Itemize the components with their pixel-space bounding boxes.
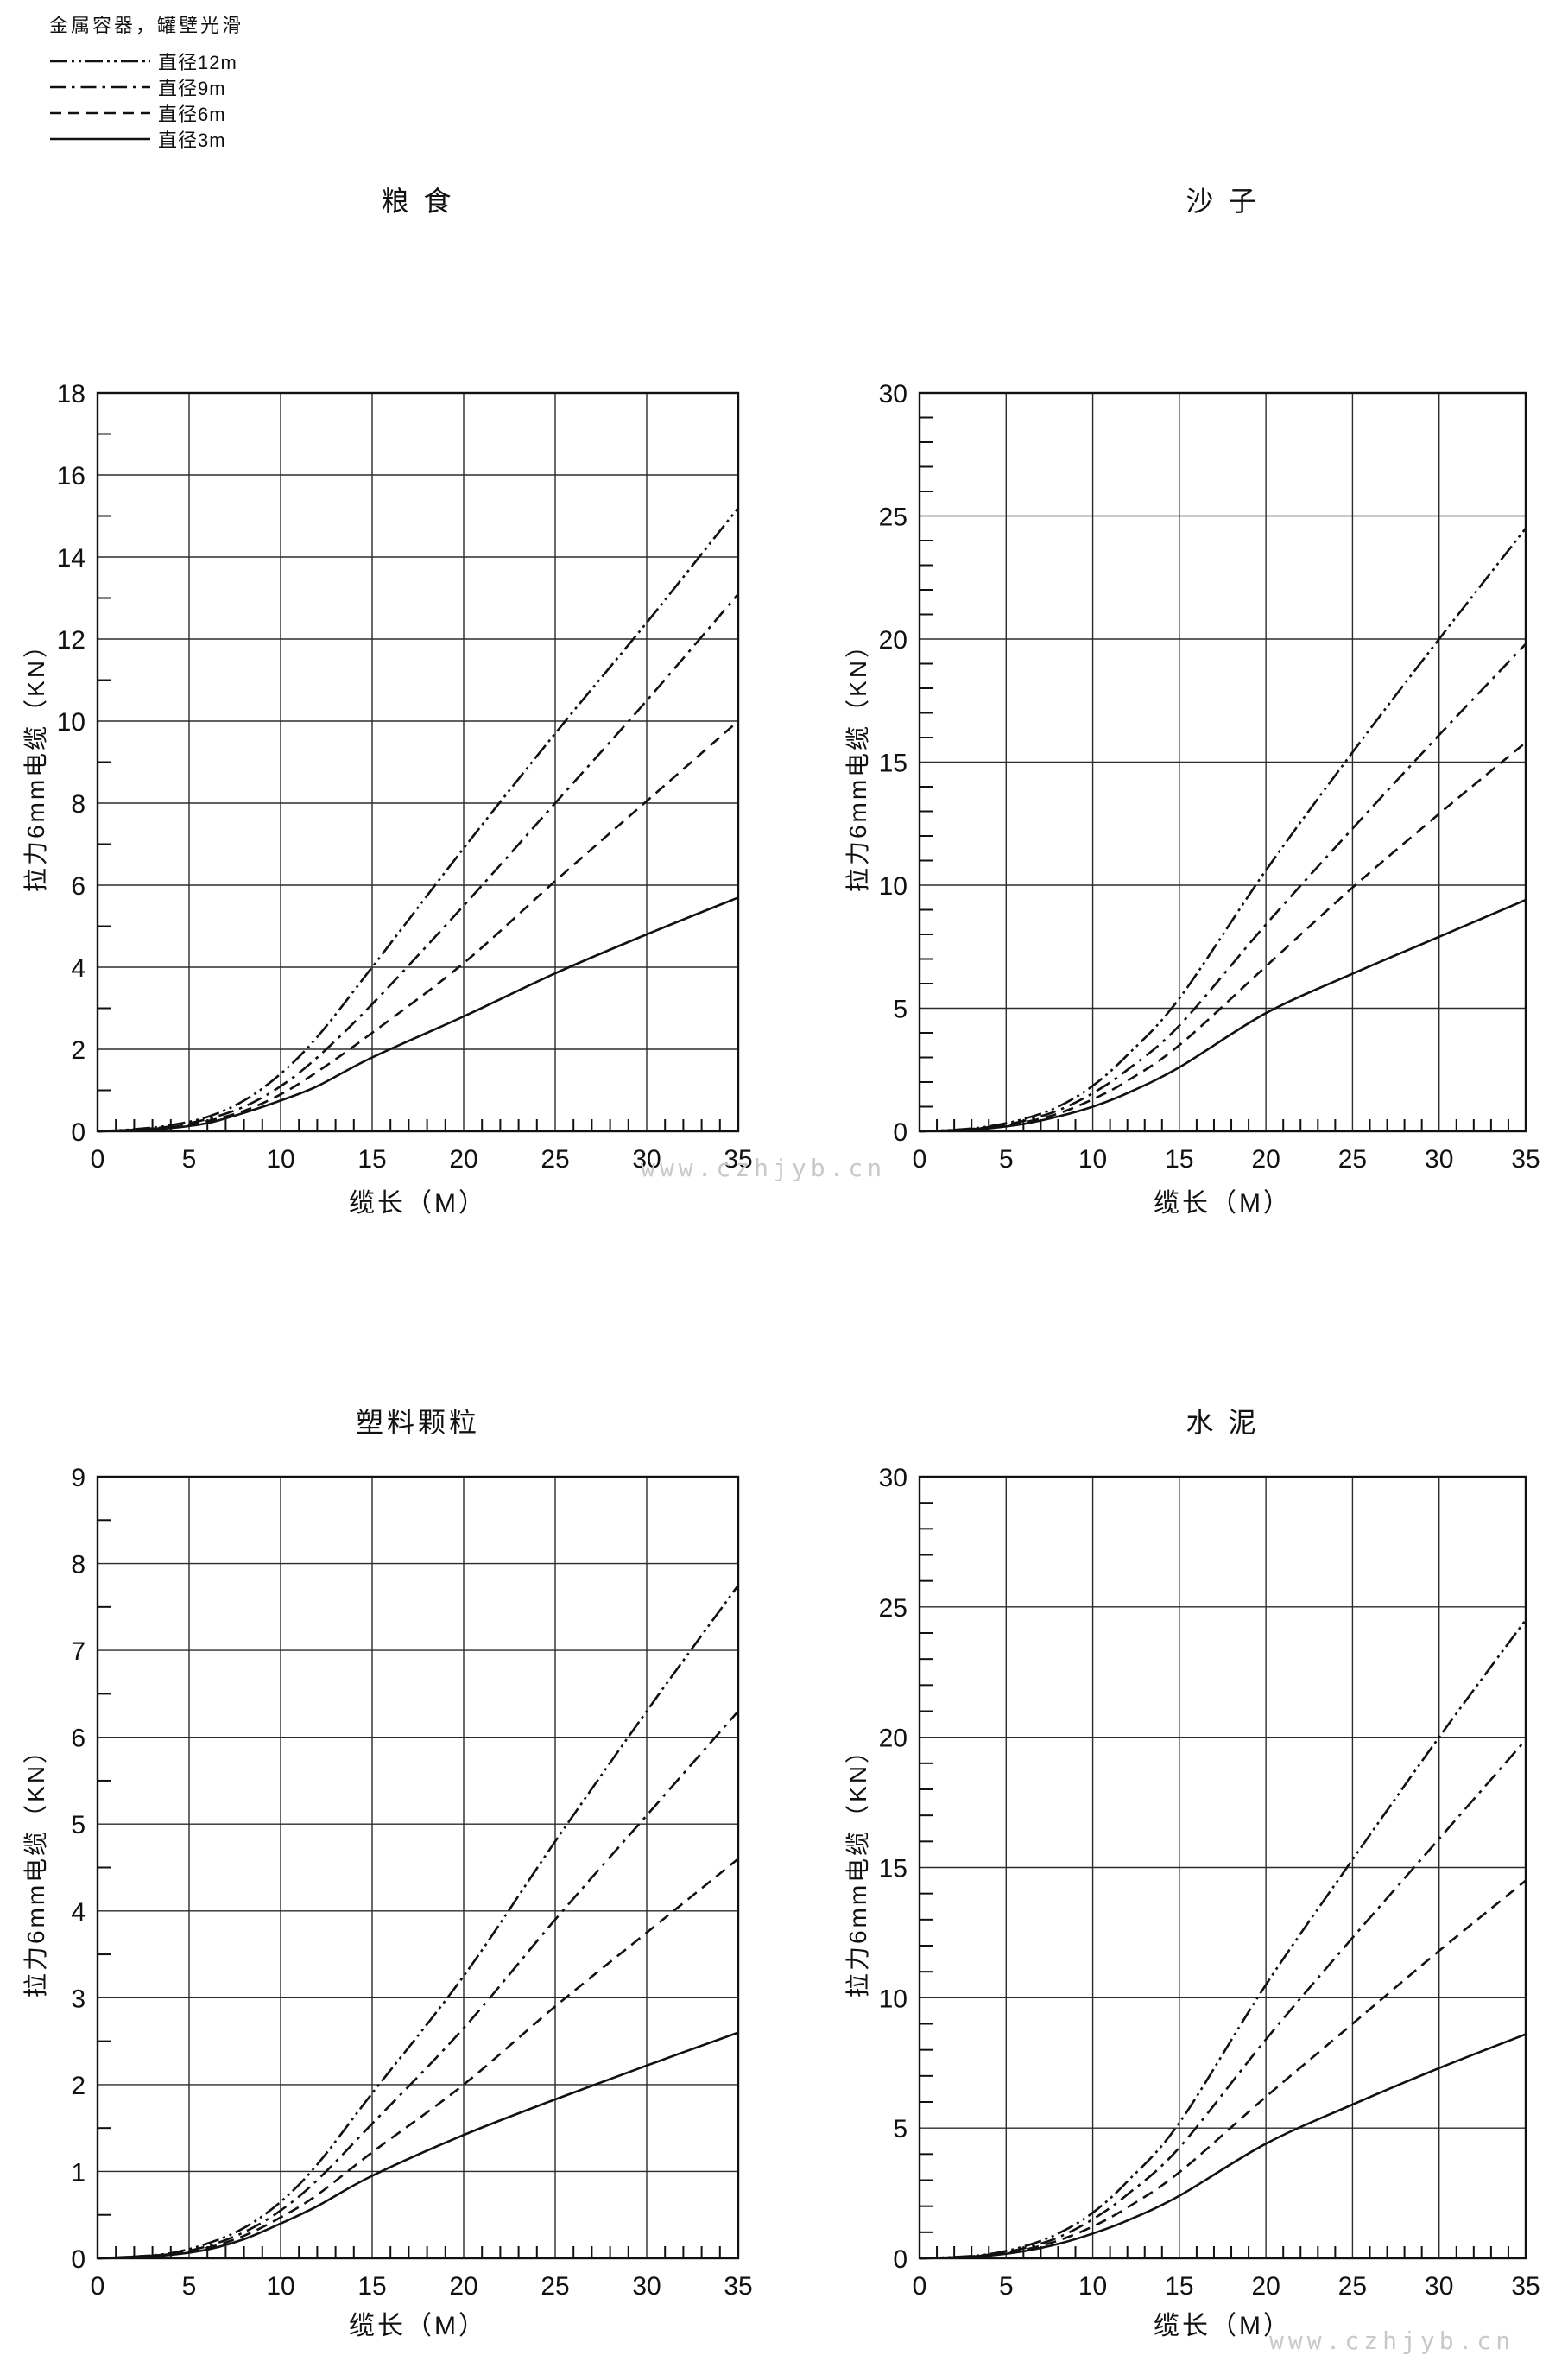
svg-text:5: 5 bbox=[893, 2115, 907, 2143]
chart-plastic-xlabel: 缆长（M） bbox=[349, 2312, 487, 2340]
svg-text:0: 0 bbox=[913, 1145, 927, 1174]
svg-text:35: 35 bbox=[724, 1145, 752, 1174]
chart-cement-xlabel: 缆长（M） bbox=[1154, 2312, 1292, 2340]
svg-text:4: 4 bbox=[71, 1898, 85, 1927]
svg-text:5: 5 bbox=[893, 996, 907, 1024]
legend-title: 金属容器，罐壁光滑 bbox=[49, 15, 244, 36]
legend-item: 直径9m bbox=[49, 74, 243, 100]
svg-text:5: 5 bbox=[999, 2272, 1014, 2301]
svg-text:0: 0 bbox=[91, 2272, 105, 2301]
legend-item-label: 直径12m bbox=[158, 52, 237, 73]
svg-text:15: 15 bbox=[357, 2272, 386, 2301]
chart-cement-ylabel: 拉力6mm电缆（KN） bbox=[844, 1736, 871, 1998]
legend-item: 直径6m bbox=[49, 100, 243, 126]
svg-text:10: 10 bbox=[57, 708, 85, 737]
line-style-dashed-icon bbox=[50, 111, 150, 115]
svg-text:25: 25 bbox=[1338, 1145, 1367, 1174]
svg-text:10: 10 bbox=[879, 1985, 907, 2013]
line-style-dash-dot-dot-icon bbox=[50, 60, 150, 63]
svg-text:15: 15 bbox=[357, 1145, 386, 1174]
svg-text:5: 5 bbox=[999, 1145, 1014, 1174]
chart-plastic-plot: 0 5 10 15 20 25 30 35 0 1 2 3 4 5 6 7 8 9 bbox=[71, 1464, 752, 2301]
chart-plastic-ylabel: 拉力6mm电缆（KN） bbox=[22, 1736, 49, 1998]
svg-text:30: 30 bbox=[1425, 1145, 1453, 1174]
svg-text:20: 20 bbox=[879, 626, 907, 655]
svg-text:20: 20 bbox=[879, 1725, 907, 1753]
chart-plastic-title: 塑料颗粒 bbox=[355, 1407, 480, 1438]
svg-text:10: 10 bbox=[266, 2272, 294, 2301]
watermark: www.czhjyb.cn bbox=[641, 1154, 887, 1182]
svg-text:10: 10 bbox=[1078, 2272, 1107, 2301]
line-style-dash-dot-icon bbox=[50, 85, 150, 89]
svg-text:10: 10 bbox=[1078, 1145, 1107, 1174]
svg-text:3: 3 bbox=[71, 1985, 85, 2013]
legend-item-label: 直径3m bbox=[158, 130, 226, 151]
chart-cement-plot: 0 5 10 15 20 25 30 35 0 5 10 15 20 25 30 bbox=[879, 1464, 1540, 2301]
chart-sand-plot: 0 5 10 15 20 25 30 35 0 5 10 15 20 25 30 bbox=[879, 380, 1540, 1174]
svg-text:4: 4 bbox=[71, 954, 85, 983]
svg-text:25: 25 bbox=[541, 2272, 569, 2301]
svg-text:18: 18 bbox=[57, 380, 85, 408]
svg-text:20: 20 bbox=[1251, 1145, 1280, 1174]
svg-text:5: 5 bbox=[182, 1145, 197, 1174]
svg-text:5: 5 bbox=[182, 2272, 197, 2301]
chart-grain-title: 粮 食 bbox=[381, 186, 455, 217]
svg-text:35: 35 bbox=[1511, 1145, 1540, 1174]
svg-text:30: 30 bbox=[632, 2272, 661, 2301]
chart-grain-xlabel: 缆长（M） bbox=[349, 1189, 487, 1218]
svg-text:20: 20 bbox=[1251, 2272, 1280, 2301]
svg-text:35: 35 bbox=[724, 2272, 752, 2301]
svg-text:0: 0 bbox=[71, 1118, 85, 1147]
svg-text:25: 25 bbox=[541, 1145, 569, 1174]
svg-text:30: 30 bbox=[632, 1145, 661, 1174]
line-style-solid-icon bbox=[50, 137, 150, 141]
chart-sand-xlabel: 缆长（M） bbox=[1154, 1189, 1292, 1218]
svg-text:35: 35 bbox=[1511, 2272, 1540, 2301]
svg-text:20: 20 bbox=[449, 1145, 477, 1174]
svg-text:8: 8 bbox=[71, 1551, 85, 1579]
svg-text:25: 25 bbox=[879, 503, 907, 532]
svg-text:14: 14 bbox=[57, 544, 85, 573]
legend-item: 直径12m bbox=[49, 48, 243, 74]
chart-sand-ylabel: 拉力6mm电缆（KN） bbox=[844, 630, 871, 893]
legend-item-label: 直径6m bbox=[158, 104, 226, 125]
svg-text:0: 0 bbox=[71, 2245, 85, 2274]
svg-text:6: 6 bbox=[71, 1725, 85, 1753]
svg-text:10: 10 bbox=[879, 872, 907, 901]
svg-text:9: 9 bbox=[71, 1464, 85, 1492]
svg-text:16: 16 bbox=[57, 462, 85, 491]
svg-text:10: 10 bbox=[266, 1145, 294, 1174]
svg-text:15: 15 bbox=[1165, 1145, 1193, 1174]
svg-text:1: 1 bbox=[71, 2158, 85, 2187]
legend-item: 直径3m bbox=[49, 126, 243, 152]
svg-text:30: 30 bbox=[1425, 2272, 1453, 2301]
svg-text:15: 15 bbox=[879, 750, 907, 778]
svg-text:2: 2 bbox=[71, 1036, 85, 1065]
svg-text:20: 20 bbox=[449, 2272, 477, 2301]
svg-text:0: 0 bbox=[893, 2245, 907, 2274]
svg-text:0: 0 bbox=[893, 1118, 907, 1147]
chart-cement-title: 水 泥 bbox=[1185, 1407, 1260, 1438]
svg-text:25: 25 bbox=[1338, 2272, 1367, 2301]
svg-text:25: 25 bbox=[879, 1594, 907, 1623]
svg-text:7: 7 bbox=[71, 1637, 85, 1666]
svg-text:12: 12 bbox=[57, 626, 85, 655]
chart-grain-plot: 0 5 10 15 20 25 30 35 0 2 4 6 8 10 12 14 16 18 bbox=[57, 380, 753, 1174]
chart-grain-ylabel: 拉力6mm电缆（KN） bbox=[22, 630, 49, 893]
svg-text:6: 6 bbox=[71, 872, 85, 901]
svg-text:15: 15 bbox=[1165, 2272, 1193, 2301]
svg-text:8: 8 bbox=[71, 790, 85, 819]
legend-item-label: 直径9m bbox=[158, 78, 226, 99]
legend: 金属容器，罐壁光滑 直径12m 直径9m 直径6m 直径3m bbox=[49, 10, 243, 152]
svg-text:30: 30 bbox=[879, 380, 907, 408]
svg-text:30: 30 bbox=[879, 1464, 907, 1492]
svg-text:5: 5 bbox=[71, 1811, 85, 1839]
svg-text:0: 0 bbox=[913, 2272, 927, 2301]
chart-sand-title: 沙 子 bbox=[1185, 186, 1260, 217]
svg-text:2: 2 bbox=[71, 2072, 85, 2100]
svg-text:0: 0 bbox=[91, 1145, 105, 1174]
svg-text:15: 15 bbox=[879, 1855, 907, 1883]
